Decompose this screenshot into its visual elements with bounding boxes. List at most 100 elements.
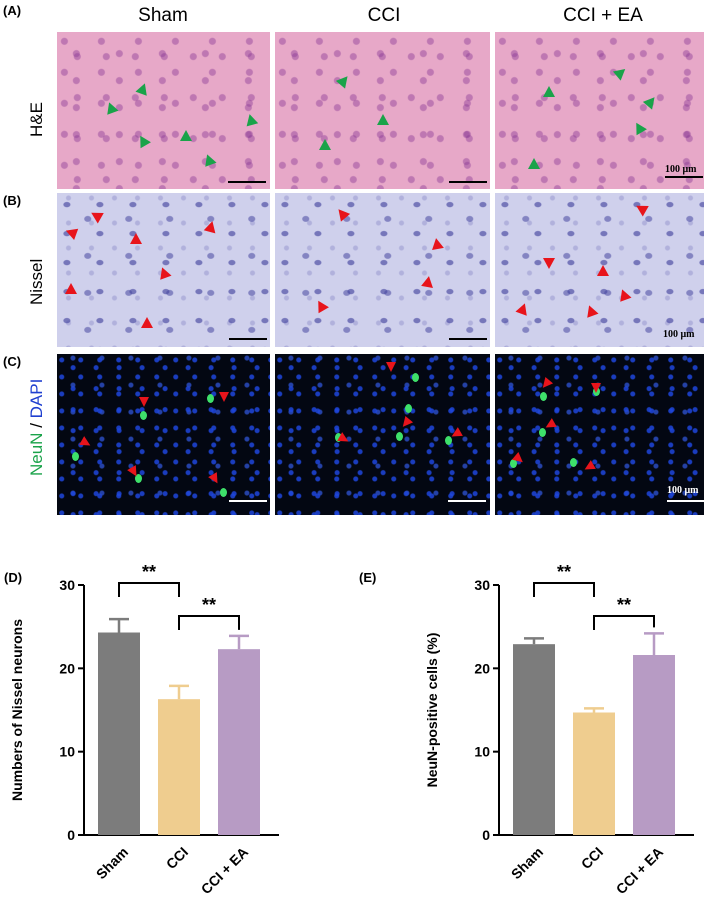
neun-positive-cell bbox=[396, 432, 403, 441]
neun-positive-cell bbox=[412, 373, 419, 382]
green-arrow-icon bbox=[543, 86, 555, 97]
column-title-cci-ea: CCI + EA bbox=[563, 5, 643, 26]
scale-bar bbox=[665, 176, 703, 178]
panel-letter-c: (C) bbox=[3, 354, 22, 369]
scale-bar bbox=[229, 500, 267, 502]
scale-bar bbox=[449, 181, 487, 183]
neun-positive-cell bbox=[135, 474, 142, 483]
green-arrow-icon bbox=[335, 72, 353, 89]
x-tick-label: CCI + EA bbox=[198, 844, 251, 897]
red-arrow-icon bbox=[398, 415, 414, 431]
red-arrow-icon bbox=[88, 207, 104, 224]
panel-letter-b: (B) bbox=[3, 193, 22, 208]
scale-bar bbox=[667, 500, 704, 502]
neun-positive-cell bbox=[207, 394, 214, 403]
red-arrow-icon bbox=[79, 436, 93, 450]
red-arrow-icon bbox=[139, 397, 149, 407]
red-arrow-icon bbox=[65, 283, 77, 294]
scale-label: 100 μm bbox=[665, 164, 697, 175]
scale-label: 100 μm bbox=[663, 329, 695, 340]
panel-letter: (E) bbox=[359, 570, 376, 585]
fluorescence-image-sham bbox=[57, 354, 270, 515]
significance-label: ** bbox=[557, 562, 571, 582]
bar-1 bbox=[98, 632, 140, 835]
column-title-sham: Sham bbox=[138, 5, 188, 26]
neun-positive-cell bbox=[140, 411, 147, 420]
red-arrow-icon bbox=[203, 219, 219, 234]
nissel-image-sham bbox=[57, 193, 270, 347]
he-image-cci-ea: 100 μm bbox=[495, 32, 704, 189]
scale-bar bbox=[228, 181, 266, 183]
significance-label: ** bbox=[617, 595, 631, 615]
red-arrow-icon bbox=[543, 258, 555, 269]
panel-letter-a: (A) bbox=[3, 3, 22, 18]
y-tick-label: 20 bbox=[59, 660, 75, 676]
nissel-image-cci bbox=[275, 193, 490, 347]
x-tick-label: CCI bbox=[578, 844, 606, 872]
bar-1 bbox=[513, 644, 555, 835]
red-arrow-icon bbox=[616, 287, 632, 302]
red-arrow-icon bbox=[538, 376, 554, 392]
green-arrow-icon bbox=[201, 152, 217, 167]
significance-bracket bbox=[178, 615, 240, 630]
neun-positive-cell bbox=[72, 452, 79, 461]
red-arrow-icon bbox=[597, 265, 609, 276]
significance-bracket bbox=[533, 582, 595, 597]
red-arrow-icon bbox=[591, 383, 601, 393]
green-arrow-icon bbox=[631, 119, 647, 136]
nissel-image-cci-ea: 100 μm bbox=[495, 193, 704, 347]
red-arrow-icon bbox=[633, 200, 649, 217]
green-arrow-icon bbox=[103, 100, 119, 115]
neun-positive-cell bbox=[570, 458, 577, 467]
red-arrow-icon bbox=[583, 303, 599, 318]
green-arrow-icon bbox=[243, 112, 259, 127]
y-tick-label: 0 bbox=[67, 827, 75, 843]
red-arrow-icon bbox=[156, 265, 172, 280]
y-tick-label: 30 bbox=[59, 577, 75, 593]
he-image-cci bbox=[275, 32, 490, 189]
red-arrow-icon bbox=[515, 301, 531, 316]
significance-label: ** bbox=[142, 562, 156, 582]
green-arrow-icon bbox=[642, 93, 660, 110]
fluorescence-image-cci bbox=[275, 354, 490, 515]
red-arrow-icon bbox=[313, 297, 329, 314]
bar-chart-nissel-neurons: (D) Numbers of Nissel neurons 0 10 20 30 Sham C… bbox=[4, 562, 279, 897]
red-arrow-icon bbox=[333, 205, 351, 222]
neun-positive-cell bbox=[540, 392, 547, 401]
bar-2 bbox=[573, 712, 615, 835]
green-arrow-icon bbox=[135, 81, 151, 96]
bar-2 bbox=[158, 699, 200, 835]
row-label-neun-dapi: NeuN / DAPI bbox=[27, 379, 47, 476]
red-arrow-icon bbox=[386, 362, 396, 372]
red-arrow-icon bbox=[208, 472, 222, 486]
bar-3 bbox=[218, 649, 260, 835]
neun-positive-cell bbox=[405, 404, 412, 413]
red-arrow-icon bbox=[421, 275, 435, 288]
scale-label: 100 μm bbox=[667, 485, 699, 496]
he-image-sham bbox=[57, 32, 270, 189]
scale-bar bbox=[449, 338, 487, 340]
significance-bracket bbox=[593, 615, 655, 630]
y-tick-label: 30 bbox=[474, 577, 490, 593]
green-arrow-icon bbox=[180, 130, 192, 141]
red-arrow-icon bbox=[430, 237, 444, 250]
panel-letter: (D) bbox=[4, 570, 22, 585]
neun-positive-cell bbox=[220, 488, 227, 497]
y-axis-label: NeuN-positive cells (%) bbox=[424, 633, 440, 788]
green-arrow-icon bbox=[377, 114, 389, 125]
x-tick-label: Sham bbox=[93, 844, 131, 882]
scale-bar bbox=[229, 338, 267, 340]
significance-bracket bbox=[118, 582, 180, 597]
red-arrow-icon bbox=[141, 317, 153, 328]
red-arrow-icon bbox=[219, 392, 229, 402]
label-separator: / bbox=[27, 418, 46, 433]
red-arrow-icon bbox=[63, 224, 79, 241]
fluorescence-image-cci-ea: 100 μm bbox=[495, 354, 704, 515]
column-title-cci: CCI bbox=[367, 5, 401, 26]
neun-positive-cell bbox=[445, 436, 452, 445]
green-arrow-icon bbox=[319, 139, 331, 150]
neun-label: NeuN bbox=[27, 432, 46, 476]
scale-bar bbox=[448, 500, 486, 502]
bar-chart-neun-positive: (E) NeuN-positive cells (%) 0 10 20 30 Sham CCI… bbox=[359, 562, 694, 897]
bar-3 bbox=[633, 655, 675, 835]
